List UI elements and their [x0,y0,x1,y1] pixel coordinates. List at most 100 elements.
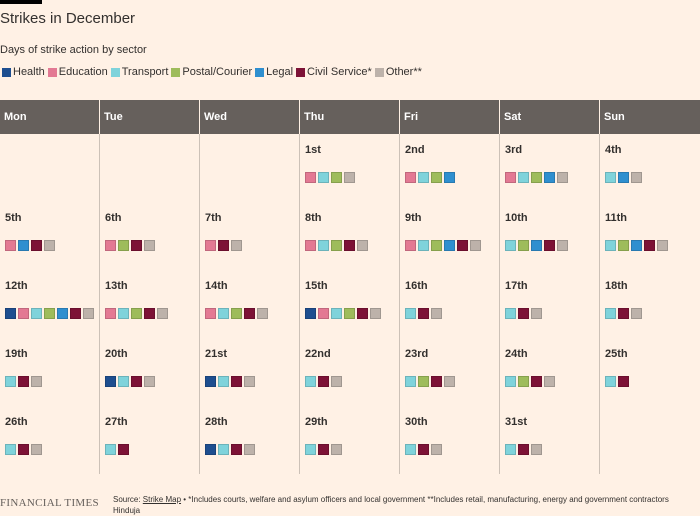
strike-square-education [405,172,416,183]
strike-square-transport [405,308,416,319]
sector-squares [405,376,497,389]
strike-square-health [5,308,16,319]
day-label: 3rd [505,144,523,156]
strike-square-transport [305,444,316,455]
day-cell: 29th [300,406,400,474]
day-cell: 30th [400,406,500,474]
strike-square-transport [405,376,416,387]
strike-square-other [657,240,668,251]
day-cell: 3rd [500,134,600,202]
strike-square-legal [57,308,68,319]
strike-square-health [105,376,116,387]
strike-square-health [305,308,316,319]
strike-square-postal [231,308,242,319]
strike-square-transport [31,308,42,319]
day-cell: 22nd [300,338,400,406]
legend-item-transport: Transport [110,66,168,78]
day-label: 16th [405,280,428,292]
strike-square-postal [131,308,142,319]
week-row: 1st 2nd 3rd 4th [0,134,700,202]
day-cell: 7th [200,202,300,270]
legend-item-other: Other** [374,66,422,78]
legend-swatch-postal [171,67,181,77]
sector-squares [105,240,197,253]
strike-square-postal [118,240,129,251]
source-note: Source: Strike Map • *Includes courts, w… [113,494,698,516]
day-label: 19th [5,348,28,360]
empty-day-cell [200,134,300,202]
strike-square-other [331,444,342,455]
day-cell: 31st [500,406,600,474]
legend-label-education: Education [58,66,108,78]
day-cell: 2nd [400,134,500,202]
strike-square-other [431,308,442,319]
day-cell: 9th [400,202,500,270]
legend-label-postal: Postal/Courier [182,66,253,78]
strike-square-civil [344,240,355,251]
strike-square-transport [218,376,229,387]
day-cell: 16th [400,270,500,338]
strike-square-education [405,240,416,251]
strike-square-civil [131,240,142,251]
strike-square-transport [518,172,529,183]
week-row: 26th 27th 28th 29th 30th 31st [0,406,700,474]
source-link[interactable]: Strike Map [142,495,182,504]
strike-square-other [144,240,155,251]
day-label: 13th [105,280,128,292]
sector-squares [405,308,497,321]
strike-square-education [305,172,316,183]
day-label: 12th [5,280,28,292]
sector-squares [205,308,297,321]
strike-square-transport [5,444,16,455]
day-cell: 21st [200,338,300,406]
strike-square-education [305,240,316,251]
legend-item-health: Health [2,66,45,78]
day-label: 15th [305,280,328,292]
strike-square-other [144,376,155,387]
strike-square-postal [331,172,342,183]
strike-square-other [44,240,55,251]
weekday-tue: Tue [100,100,200,134]
legend-item-education: Education [47,66,108,78]
weekday-header: Mon Tue Wed Thu Fri Sat Sun [0,100,700,134]
sector-squares [405,172,497,185]
sector-squares [205,240,297,253]
strike-square-postal [531,172,542,183]
chart-subtitle: Days of strike action by sector [0,44,147,56]
strike-square-transport [605,308,616,319]
day-cell: 23rd [400,338,500,406]
strike-square-legal [618,172,629,183]
strike-square-civil [644,240,655,251]
day-cell: 8th [300,202,400,270]
strike-square-other [83,308,94,319]
day-label: 6th [105,212,122,224]
strike-square-transport [218,444,229,455]
strike-square-civil [144,308,155,319]
day-cell: 6th [100,202,200,270]
legend-swatch-transport [110,67,120,77]
day-cell: 26th [0,406,100,474]
day-label: 27th [105,416,128,428]
day-cell: 13th [100,270,200,338]
strike-square-other [531,444,542,455]
sector-squares [505,308,597,321]
strike-square-civil [118,444,129,455]
strike-square-other [31,376,42,387]
strike-square-legal [544,172,555,183]
strike-square-transport [418,172,429,183]
legend-item-civil: Civil Service* [296,66,372,78]
empty-day-cell [600,406,700,474]
day-cell: 1st [300,134,400,202]
strike-square-transport [505,376,516,387]
strike-square-legal [631,240,642,251]
day-cell: 15th [300,270,400,338]
strike-square-education [105,240,116,251]
credit: Hinduja [113,506,141,515]
strike-square-transport [605,376,616,387]
legend-swatch-education [47,67,57,77]
week-row: 19th 20th 21st 22nd 23rd 24th 25th [0,338,700,406]
sector-squares [105,308,197,321]
sector-squares [5,444,97,457]
day-cell: 4th [600,134,700,202]
day-cell: 10th [500,202,600,270]
